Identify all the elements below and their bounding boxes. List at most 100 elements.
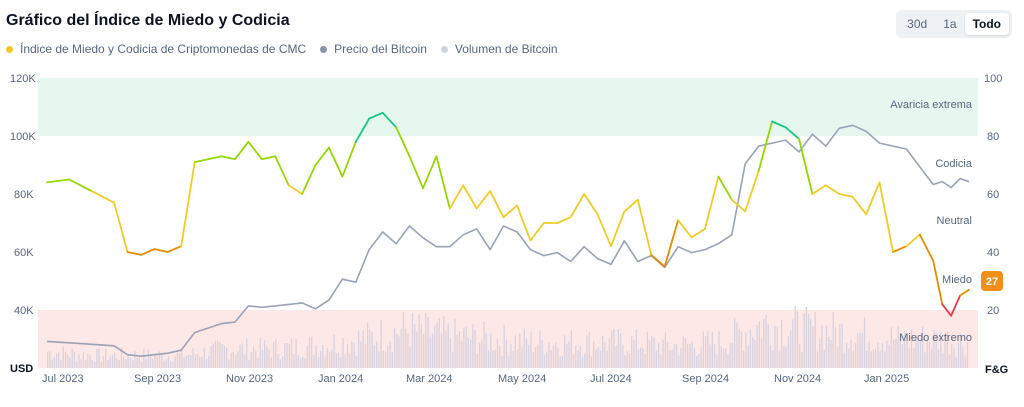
volume-bar [431, 333, 434, 368]
current-value-text: 27 [986, 276, 998, 288]
volume-bar [64, 351, 67, 368]
volume-bar [221, 344, 223, 368]
volume-bar [913, 347, 915, 368]
volume-bar [105, 348, 107, 368]
volume-bar [557, 347, 559, 368]
volume-bar [801, 351, 803, 368]
fear-greed-segment [234, 140, 250, 161]
volume-bar [868, 340, 870, 368]
volume-bar [960, 334, 962, 368]
volume-bar [476, 353, 478, 368]
volume-bar [778, 350, 781, 368]
volume-bar [311, 337, 313, 368]
volume-bars [47, 305, 969, 368]
volume-bar [832, 312, 834, 368]
fear-greed-segment [865, 181, 881, 216]
fear-greed-segment [824, 184, 841, 195]
volume-bar [470, 339, 472, 368]
legend-label-btc-price: Precio del Bitcoin [334, 42, 427, 56]
volume-bar [239, 344, 241, 368]
volume-bar [219, 342, 221, 368]
fear-greed-segment [905, 233, 921, 248]
volume-bar [73, 351, 76, 368]
volume-bar [474, 330, 476, 368]
fear-greed-segment [166, 245, 183, 253]
volume-bar [423, 334, 425, 368]
volume-bar [409, 347, 411, 368]
volume-bar [94, 362, 96, 368]
fear-greed-segment [90, 190, 115, 204]
y-right-tick: 40 [987, 247, 999, 259]
volume-bar [543, 355, 546, 368]
fear-greed-segment [489, 190, 505, 219]
volume-bar [702, 331, 704, 368]
volume-bar [346, 344, 349, 368]
fear-greed-segment [408, 155, 424, 190]
volume-bar [893, 340, 895, 368]
volume-bar [132, 360, 134, 368]
volume-bar [418, 314, 420, 368]
volume-bar [335, 353, 337, 368]
volume-bar [919, 340, 922, 368]
volume-bar [942, 352, 944, 368]
volume-bar [884, 351, 886, 368]
y-left-tick: 40K [14, 305, 34, 317]
volume-bar [51, 359, 53, 368]
fear-greed-segment [583, 193, 599, 216]
legend-item-btc-price[interactable]: Precio del Bitcoin [320, 42, 427, 56]
range-1y-button[interactable]: 1a [943, 17, 957, 31]
volume-bar [861, 333, 863, 368]
y-left-unit: USD [10, 363, 33, 375]
volume-bar [501, 355, 503, 368]
volume-bar [698, 354, 700, 368]
volume-bar [264, 340, 266, 368]
volume-bar [154, 353, 156, 368]
volume-bar [134, 351, 136, 368]
volume-bar [564, 335, 566, 368]
time-range-selector: 30d 1a Todo [896, 10, 1012, 38]
current-value-badge-bg [981, 271, 1003, 291]
volume-bar [619, 333, 622, 368]
volume-bar [505, 339, 508, 368]
volume-bar [783, 346, 785, 368]
volume-bar [821, 325, 823, 368]
x-tick: Jan 2024 [318, 373, 363, 385]
volume-bar [414, 323, 416, 368]
fear-greed-segment [798, 137, 814, 195]
volume-bar [80, 358, 82, 368]
volume-bar [953, 347, 955, 368]
fear-greed-segment [153, 248, 169, 253]
btc-price-path [46, 124, 970, 358]
volume-bar [243, 354, 246, 368]
volume-bar [228, 359, 230, 368]
volume-bar [315, 345, 317, 368]
volume-bar [781, 319, 783, 368]
volume-bar [118, 360, 120, 368]
legend-item-btc-volume[interactable]: Volumen de Bitcoin [440, 42, 558, 56]
volume-bar [611, 330, 613, 368]
fear-greed-segment [435, 155, 451, 210]
fear-greed-segment [395, 126, 411, 158]
volume-bar [644, 353, 646, 368]
volume-bar [393, 327, 396, 368]
volume-bar [736, 322, 738, 368]
fear-greed-segment [892, 245, 908, 253]
range-30d-button[interactable]: 30d [907, 17, 928, 31]
volume-bar [317, 357, 320, 368]
volume-bar [899, 333, 901, 368]
volume-bar [608, 338, 610, 368]
volume-bar [722, 348, 725, 368]
volume-bar [886, 340, 888, 368]
volume-bar [572, 354, 575, 368]
volume-bar [320, 351, 322, 368]
volume-bar [416, 331, 418, 368]
range-all-button[interactable]: Todo [964, 13, 1009, 35]
volume-bar [230, 352, 232, 368]
volume-bar [201, 357, 203, 368]
legend-item-fear-greed[interactable]: Índice de Miedo y Codicia de Criptomoned… [6, 42, 306, 56]
volume-bar [378, 351, 380, 368]
volume-bar [282, 356, 284, 368]
volume-bar [297, 355, 299, 368]
volume-bar [944, 341, 946, 368]
